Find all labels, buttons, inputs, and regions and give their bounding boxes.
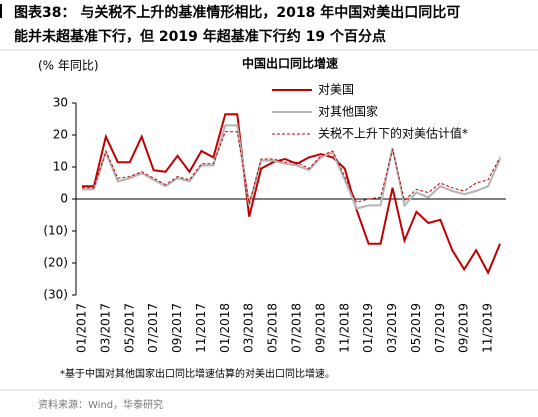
y-tick-label: 10 bbox=[53, 160, 68, 174]
x-tick-label: 03/2017 bbox=[98, 303, 112, 353]
x-tick-label: 09/2019 bbox=[457, 303, 471, 353]
series-line bbox=[81, 113, 501, 275]
x-tick-label: 07/2017 bbox=[146, 303, 160, 353]
y-tick-label: 30 bbox=[53, 96, 68, 110]
series-line bbox=[81, 131, 501, 204]
x-tick-label: 01/2019 bbox=[361, 303, 375, 353]
y-axis-label: (% 年同比) bbox=[38, 59, 99, 73]
y-tick-label: 0 bbox=[60, 192, 68, 206]
x-tick-label: 05/2019 bbox=[409, 303, 423, 353]
x-tick-label: 07/2018 bbox=[289, 303, 303, 353]
x-tick-label: 09/2018 bbox=[313, 303, 327, 353]
legend-label: 对美国 bbox=[318, 83, 354, 97]
x-tick-label: 03/2018 bbox=[242, 303, 256, 353]
y-tick-label: (30) bbox=[43, 288, 68, 302]
x-tick-label: 01/2018 bbox=[218, 303, 232, 353]
x-tick-label: 01/2017 bbox=[74, 303, 88, 353]
x-tick-label: 05/2018 bbox=[266, 303, 280, 353]
x-tick-label: 11/2019 bbox=[481, 303, 495, 353]
title-marker bbox=[0, 4, 2, 18]
chart-title: 能并未超基准下行，但 2019 年超基准下行约 19 个百分点 bbox=[14, 28, 386, 45]
chart-title: 图表38： 与关税不上升的基准情形相比，2018 年中国对美出口同比可 bbox=[14, 4, 460, 21]
x-tick-label: 05/2017 bbox=[122, 303, 136, 353]
y-tick-label: (20) bbox=[43, 256, 68, 270]
series-line bbox=[81, 124, 501, 210]
source: 资料来源：Wind，华泰研究 bbox=[38, 398, 163, 411]
x-tick-label: 11/2017 bbox=[194, 303, 208, 353]
x-tick-label: 07/2019 bbox=[433, 303, 447, 353]
x-tick-label: 11/2018 bbox=[337, 303, 351, 353]
y-tick-label: (10) bbox=[43, 224, 68, 238]
y-tick-label: 20 bbox=[53, 128, 68, 142]
legend-label: 对其他国家 bbox=[318, 104, 378, 119]
x-tick-label: 03/2019 bbox=[385, 303, 399, 353]
legend-label: 关税不上升下的对美估计值* bbox=[318, 126, 468, 141]
x-tick-label: 09/2017 bbox=[170, 303, 184, 353]
note: *基于中国对其他国家出口同比增速估算的对美出口同比增速。 bbox=[60, 367, 335, 380]
chart-subtitle: 中国出口同比增速 bbox=[242, 56, 338, 71]
